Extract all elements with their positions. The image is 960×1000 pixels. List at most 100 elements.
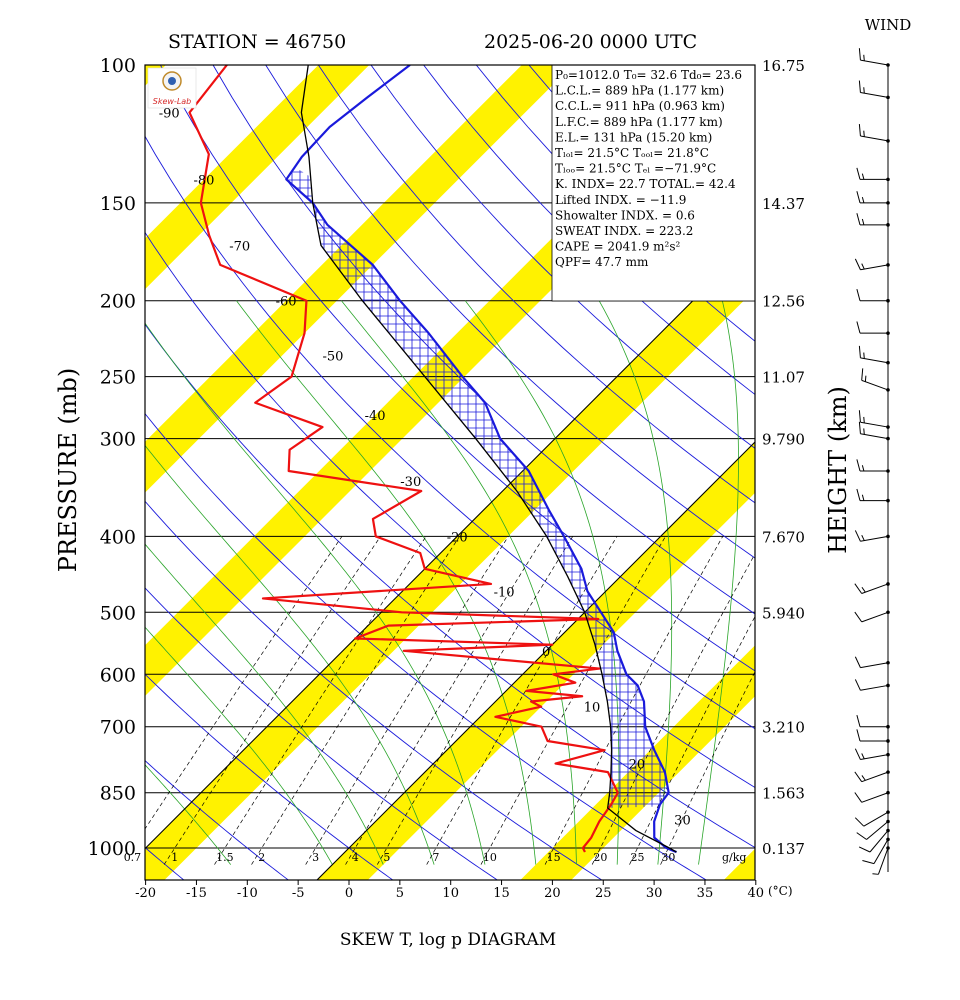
index-line: C.C.L.= 911 hPa (0.963 km)	[555, 99, 725, 113]
wind-barb-feather	[856, 459, 861, 472]
wind-barb-staff	[860, 421, 889, 428]
stability-index-text: P₀=1012.0 T₀= 32.6 Td₀= 23.6 L.C.L.= 889 …	[555, 68, 742, 269]
dry-adiabat	[145, 412, 708, 880]
dry-adiabat	[317, 65, 755, 504]
wind-barb-staff	[861, 611, 889, 623]
wind-barb-staff	[860, 59, 889, 66]
moist-adiabat	[236, 300, 537, 865]
wind-barb-feather	[854, 656, 861, 668]
mixing-ratio-label: 25	[631, 851, 645, 864]
wind-barb-feather	[854, 771, 863, 782]
wind-barb-feather	[858, 846, 871, 853]
dry-adiabat	[265, 65, 755, 559]
wind-barb-feather	[854, 258, 861, 270]
mixing-ratio-label: 1	[171, 851, 178, 864]
isotherm-label: -50	[322, 350, 343, 365]
dry-adiabat	[145, 673, 394, 880]
datetime-title: 2025-06-20 0000 UTC	[484, 31, 697, 53]
pressure-axis-label: PRESSURE (mb)	[54, 368, 82, 573]
mixing-ratio-label: 1.5	[216, 851, 234, 864]
mixing-ratio-line	[377, 536, 573, 865]
index-line: P₀=1012.0 T₀= 32.6 Td₀= 23.6	[555, 68, 742, 82]
wind-barb-feather	[858, 80, 861, 93]
isotherm-line	[316, 441, 755, 880]
logo: Skew-Lab	[147, 67, 197, 109]
cape-hatch	[286, 167, 669, 808]
isotherm-label: -30	[400, 475, 421, 490]
mixing-ratio-label: 4	[352, 851, 359, 864]
dry-adiabat	[145, 323, 755, 849]
wind-barb-staff	[861, 379, 889, 391]
height-label: 12.56	[762, 293, 805, 311]
x-tick-label: -5	[292, 886, 305, 901]
isotherm-band	[145, 238, 755, 880]
dry-adiabat	[145, 500, 603, 880]
mixing-ratio-line	[214, 536, 427, 865]
wind-barb-feather	[861, 775, 866, 781]
wind-barb-staff	[860, 662, 889, 669]
isotherm-label: 30	[674, 814, 691, 829]
wind-barb-feather	[856, 191, 861, 204]
wind-barb-feather	[856, 714, 861, 727]
wind-barb-feather	[858, 421, 861, 434]
wind-barb-feather	[854, 583, 863, 594]
pressure-label: 850	[100, 783, 136, 805]
mixing-ratio-label: 10	[483, 851, 497, 864]
moist-adiabat	[598, 300, 673, 865]
dry-adiabat	[370, 65, 755, 449]
wind-barb-staff	[860, 357, 889, 364]
mixing-ratio-unit-label: g/kg	[722, 851, 746, 864]
wind-dot	[886, 360, 890, 365]
mixing-ratio-labels: 0.7 1 1.5 2 3 4 5 7 10 15 20 25 30	[124, 851, 676, 864]
isotherm-label: -10	[494, 585, 515, 600]
x-tick-label: 15	[493, 886, 510, 901]
height-label: 16.75	[762, 57, 805, 75]
mixing-ratio-line	[426, 536, 618, 865]
height-label: 11.07	[762, 369, 805, 387]
mixing-ratio-line	[591, 553, 755, 865]
wind-barb-staff	[861, 771, 889, 783]
mixing-ratio-line	[163, 536, 381, 865]
index-line: K. INDX= 22.7 TOTAL.= 42.4	[555, 177, 736, 191]
isotherm-label: 20	[629, 758, 646, 773]
x-tick-label: 30	[646, 886, 663, 901]
isotherm-label: -60	[276, 295, 297, 310]
wind-barb-feather	[863, 130, 865, 137]
isotherm-band	[145, 65, 573, 493]
x-tick-label: 0	[345, 886, 353, 901]
wind-barb-staff	[860, 433, 889, 440]
wind-barb-staff	[877, 847, 889, 875]
mixing-ratio-line	[145, 536, 343, 830]
wind-barb-feather	[861, 263, 865, 270]
cape-area	[286, 167, 669, 808]
plot-frame	[144, 64, 756, 881]
wind-barb-feather	[861, 368, 864, 381]
pressure-label: 400	[100, 526, 136, 548]
moist-adiabat	[145, 322, 486, 865]
isotherm-label: 0	[542, 645, 550, 660]
wind-barb-feather	[861, 586, 866, 593]
wind-barb-feather	[856, 288, 861, 301]
wind-barb-staff	[860, 684, 889, 691]
wind-barb-feather	[856, 488, 861, 501]
wind-barb-feather	[863, 352, 865, 359]
index-line: Showalter INDX. = 0.6	[555, 208, 695, 222]
height-label: 5.940	[762, 604, 805, 622]
wind-barb-feather	[858, 48, 861, 61]
mixing-ratio-line	[345, 536, 545, 865]
x-tick-label: 5	[396, 886, 404, 901]
x-tick-label: 20	[544, 886, 561, 901]
profile-lines	[188, 65, 677, 854]
index-line: E.L.= 131 hPa (15.20 km)	[555, 130, 712, 144]
x-tick-label: 40	[748, 886, 765, 901]
height-label: 14.37	[762, 195, 805, 213]
isotherm-label: -90	[159, 107, 180, 122]
wind-barb-feather	[856, 321, 861, 334]
dry-adiabat	[423, 65, 755, 396]
height-label: 7.670	[762, 528, 805, 546]
wind-barb-feather	[854, 679, 861, 691]
mixing-ratio-line	[305, 536, 509, 865]
wind-barb-staff	[861, 583, 889, 594]
wind-barb-staff	[866, 821, 889, 840]
dry-adiabat	[159, 65, 755, 672]
